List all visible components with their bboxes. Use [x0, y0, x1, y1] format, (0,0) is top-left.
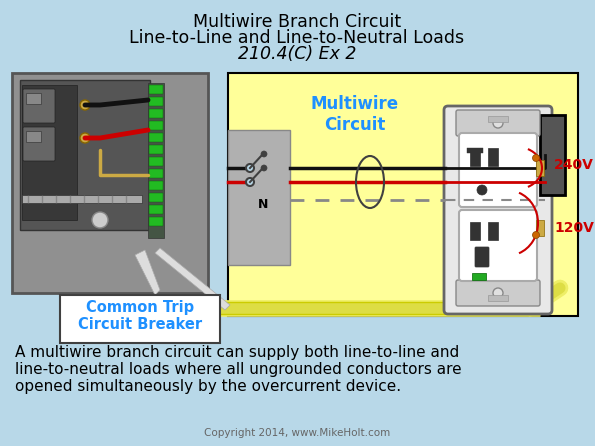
Bar [60, 295, 220, 343]
Bar [149, 97, 163, 106]
Circle shape [493, 288, 503, 298]
Bar [149, 217, 163, 226]
Bar [149, 109, 163, 118]
Circle shape [80, 133, 90, 143]
FancyBboxPatch shape [27, 132, 42, 143]
Circle shape [92, 212, 108, 228]
Bar [488, 222, 498, 240]
Bar [228, 73, 578, 316]
FancyBboxPatch shape [23, 127, 55, 161]
FancyBboxPatch shape [27, 94, 42, 104]
Bar [149, 133, 163, 142]
Bar [148, 83, 164, 238]
Text: OFF: OFF [30, 135, 40, 140]
Text: 210.4(C) Ex 2: 210.4(C) Ex 2 [238, 45, 356, 63]
Circle shape [261, 151, 267, 157]
FancyBboxPatch shape [459, 133, 537, 207]
Circle shape [261, 165, 267, 171]
Bar [488, 148, 498, 166]
Text: ON: ON [30, 103, 38, 108]
Circle shape [80, 100, 90, 110]
FancyBboxPatch shape [459, 210, 537, 281]
Bar [20, 80, 150, 230]
FancyBboxPatch shape [456, 280, 540, 306]
Circle shape [533, 154, 540, 161]
Bar [149, 193, 163, 202]
Polygon shape [155, 248, 230, 310]
Bar [149, 157, 163, 166]
Bar [22, 195, 142, 203]
Text: 240V: 240V [554, 158, 594, 172]
FancyBboxPatch shape [475, 247, 489, 267]
Text: 120V: 120V [554, 221, 594, 235]
Text: Line-to-Line and Line-to-Neutral Loads: Line-to-Line and Line-to-Neutral Loads [130, 29, 465, 47]
Text: Copyright 2014, www.MikeHolt.com: Copyright 2014, www.MikeHolt.com [204, 428, 390, 438]
Text: opened simultaneously by the overcurrent device.: opened simultaneously by the overcurrent… [15, 379, 401, 394]
Text: N: N [258, 198, 268, 211]
Bar [228, 130, 290, 265]
FancyBboxPatch shape [444, 106, 552, 314]
Bar [540, 115, 565, 195]
Text: Multiwire Branch Circuit: Multiwire Branch Circuit [193, 13, 401, 31]
Bar [149, 121, 163, 130]
Bar [149, 169, 163, 178]
Bar [488, 116, 508, 122]
Text: Multiwire
Circuit: Multiwire Circuit [311, 95, 399, 134]
Polygon shape [135, 250, 160, 295]
Text: OFF: OFF [30, 143, 40, 148]
Text: line-to-neutral loads where all ungrounded conductors are: line-to-neutral loads where all unground… [15, 362, 462, 377]
Circle shape [246, 164, 254, 172]
Circle shape [493, 118, 503, 128]
Text: A multiwire branch circuit can supply both line-to-line and: A multiwire branch circuit can supply bo… [15, 345, 459, 360]
Bar [536, 160, 544, 176]
Text: Common Trip
Circuit Breaker: Common Trip Circuit Breaker [78, 300, 202, 332]
Bar [470, 222, 480, 240]
FancyBboxPatch shape [23, 89, 55, 123]
Circle shape [533, 231, 540, 239]
Bar [467, 148, 483, 153]
Bar [488, 295, 508, 301]
Bar [149, 205, 163, 214]
Bar [149, 181, 163, 190]
Bar [472, 273, 486, 280]
Bar [536, 220, 544, 236]
Bar [22, 85, 77, 220]
FancyBboxPatch shape [456, 110, 540, 136]
Text: ON: ON [30, 95, 38, 100]
Circle shape [246, 178, 254, 186]
Bar [149, 85, 163, 94]
Bar [12, 73, 208, 293]
Bar [470, 148, 480, 166]
Bar [149, 145, 163, 154]
Circle shape [477, 185, 487, 195]
